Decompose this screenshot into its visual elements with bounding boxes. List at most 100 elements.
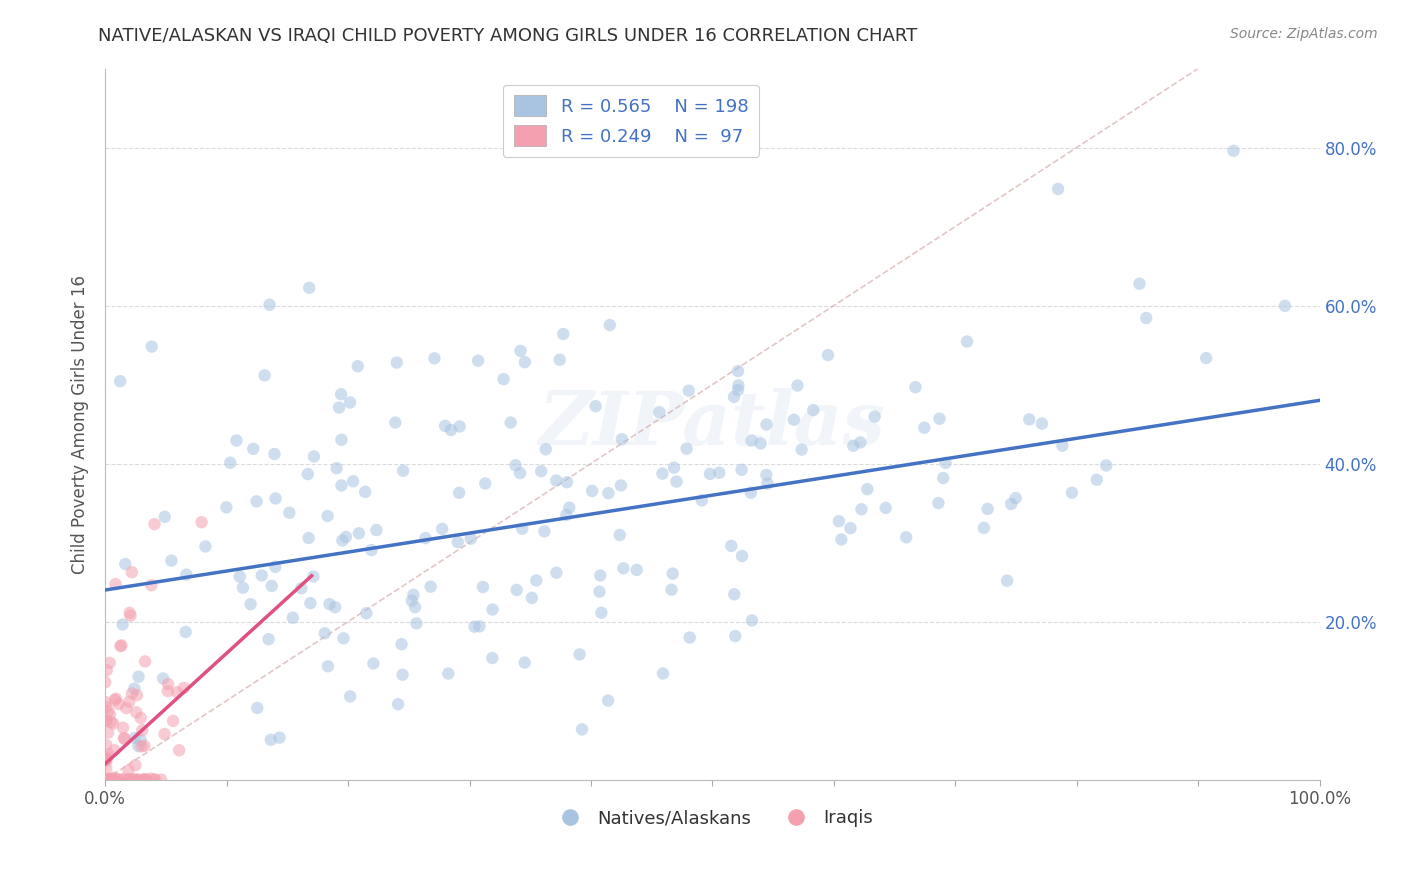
Point [96, 772, 118, 787]
Point [260, 579, 283, 593]
Point [110, 639, 132, 653]
Point [1004, 491, 1026, 505]
Point [318, 597, 340, 611]
Point [391, 637, 413, 651]
Point [134, 772, 156, 787]
Point [912, 421, 935, 435]
Point [783, 413, 806, 427]
Point [96, 753, 118, 767]
Point [98, 772, 121, 787]
Point [98, 772, 121, 787]
Point [596, 693, 619, 707]
Point [118, 772, 141, 787]
Point [589, 568, 612, 582]
Point [142, 772, 165, 787]
Point [323, 600, 346, 615]
Point [96, 714, 118, 728]
Point [363, 657, 385, 671]
Legend: Natives/Alaskans, Iraqis: Natives/Alaskans, Iraqis [544, 802, 880, 835]
Point [404, 600, 426, 615]
Point [1052, 439, 1074, 453]
Point [269, 731, 291, 745]
Point [801, 403, 824, 417]
Point [105, 772, 128, 787]
Point [568, 648, 591, 662]
Point [434, 418, 457, 433]
Point [440, 423, 463, 437]
Point [1135, 310, 1157, 325]
Point [120, 608, 142, 623]
Point [1222, 144, 1244, 158]
Point [339, 690, 361, 704]
Point [1195, 351, 1218, 365]
Point [132, 772, 155, 787]
Point [157, 677, 180, 691]
Point [756, 476, 779, 491]
Point [94, 675, 117, 690]
Point [96, 761, 118, 775]
Point [347, 526, 370, 541]
Point [105, 772, 128, 787]
Point [110, 772, 132, 787]
Point [481, 651, 503, 665]
Point [94, 714, 117, 728]
Point [423, 351, 446, 366]
Point [661, 566, 683, 581]
Point [121, 565, 143, 579]
Point [101, 771, 124, 785]
Point [419, 580, 441, 594]
Point [131, 723, 153, 738]
Point [928, 411, 950, 425]
Point [129, 711, 152, 725]
Point [96, 738, 118, 752]
Point [432, 522, 454, 536]
Point [471, 580, 494, 594]
Point [124, 772, 146, 787]
Point [741, 434, 763, 448]
Point [648, 405, 671, 419]
Point [98, 656, 121, 670]
Point [103, 743, 125, 757]
Point [387, 697, 409, 711]
Point [1128, 277, 1150, 291]
Point [94, 700, 117, 714]
Point [103, 772, 125, 787]
Point [108, 374, 131, 388]
Point [166, 685, 188, 699]
Point [132, 772, 155, 787]
Point [790, 442, 813, 457]
Point [467, 353, 489, 368]
Point [302, 450, 325, 464]
Point [481, 602, 503, 616]
Point [141, 340, 163, 354]
Point [415, 531, 437, 545]
Point [555, 508, 578, 522]
Point [661, 582, 683, 597]
Point [128, 670, 150, 684]
Point [156, 684, 179, 698]
Point [97, 772, 120, 787]
Point [652, 666, 675, 681]
Point [143, 517, 166, 532]
Point [863, 409, 886, 424]
Point [740, 485, 762, 500]
Point [98, 772, 121, 787]
Point [585, 399, 607, 413]
Point [264, 491, 287, 506]
Point [103, 772, 125, 787]
Point [1018, 412, 1040, 426]
Point [94, 754, 117, 768]
Y-axis label: Child Poverty Among Girls Under 16: Child Poverty Among Girls Under 16 [72, 275, 89, 574]
Point [114, 731, 136, 746]
Point [124, 758, 146, 772]
Point [851, 502, 873, 516]
Point [330, 478, 353, 492]
Point [447, 535, 470, 549]
Point [124, 681, 146, 696]
Point [97, 725, 120, 739]
Point [114, 557, 136, 571]
Point [727, 364, 749, 378]
Point [141, 578, 163, 592]
Point [555, 475, 578, 490]
Point [339, 395, 361, 409]
